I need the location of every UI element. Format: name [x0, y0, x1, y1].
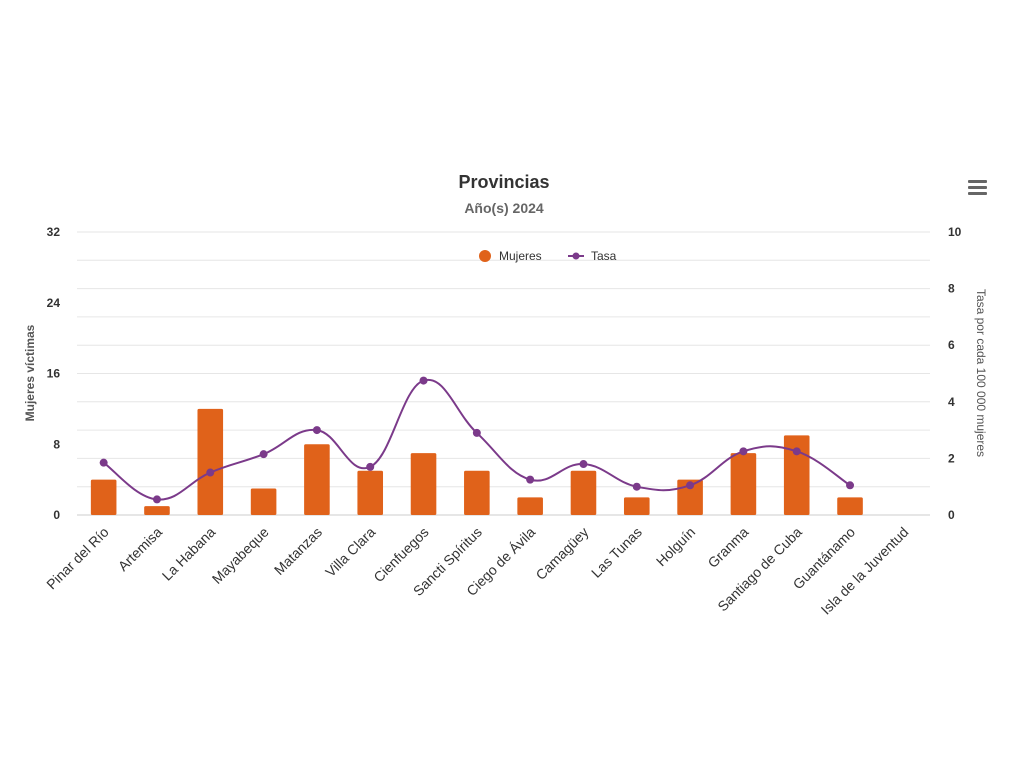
- y-tick-label-right: 8: [948, 282, 955, 296]
- bar[interactable]: [730, 453, 757, 515]
- bar[interactable]: [144, 506, 170, 515]
- bar[interactable]: [570, 470, 597, 515]
- y-tick-label-right: 6: [948, 338, 955, 352]
- bar[interactable]: [464, 470, 490, 515]
- x-tick-label: Mayabeque: [209, 524, 272, 587]
- line-point[interactable]: [526, 475, 535, 484]
- legend-marker-mujeres: [479, 250, 491, 262]
- line-point[interactable]: [259, 450, 268, 459]
- line-point[interactable]: [686, 481, 695, 490]
- line-point[interactable]: [366, 462, 375, 471]
- line-point[interactable]: [846, 481, 855, 490]
- line-point[interactable]: [152, 495, 161, 504]
- legend: Mujeres Tasa: [479, 249, 617, 263]
- legend-item-mujeres[interactable]: Mujeres: [479, 249, 542, 263]
- line-point[interactable]: [579, 460, 588, 469]
- bar[interactable]: [197, 408, 224, 515]
- chart-title: Provincias: [458, 172, 549, 192]
- bar[interactable]: [517, 497, 543, 515]
- line-point[interactable]: [312, 426, 321, 435]
- bar[interactable]: [250, 488, 277, 515]
- hamburger-menu-icon[interactable]: [968, 180, 987, 195]
- line-path-tasa: [103, 378, 851, 501]
- bar[interactable]: [304, 444, 330, 515]
- y-tick-label-right: 0: [948, 508, 955, 522]
- line-point[interactable]: [472, 428, 481, 437]
- legend-item-tasa[interactable]: Tasa: [568, 249, 617, 263]
- line-point[interactable]: [99, 458, 108, 467]
- y-tick-label-left: 0: [53, 508, 60, 522]
- y-tick-label-left: 16: [47, 367, 61, 381]
- y-axis-right-title: Tasa por cada 100 000 mujeres: [974, 289, 988, 457]
- chart-subtitle: Año(s) 2024: [464, 200, 544, 216]
- y-tick-label-right: 4: [948, 395, 955, 409]
- x-tick-label: Pinar del Río: [43, 524, 112, 593]
- y-axis-right-ticks: 0 2 4 6 8 10: [948, 225, 962, 522]
- x-tick-label: Villa Clara: [322, 524, 378, 580]
- y-tick-label-right: 10: [948, 225, 962, 239]
- x-tick-label: Camagüey: [532, 524, 591, 583]
- bar[interactable]: [357, 470, 384, 515]
- line-point[interactable]: [206, 468, 215, 477]
- bar[interactable]: [410, 453, 437, 515]
- legend-label-mujeres: Mujeres: [499, 249, 542, 263]
- y-axis-left-title: Mujeres víctimas: [23, 324, 37, 421]
- bar[interactable]: [837, 497, 863, 515]
- y-tick-label-left: 24: [47, 296, 61, 310]
- x-tick-label: Artemisa: [115, 524, 166, 575]
- y-tick-label-left: 32: [47, 225, 61, 239]
- line-point[interactable]: [792, 447, 801, 456]
- x-tick-label: Matanzas: [271, 524, 325, 578]
- legend-marker-tasa: [572, 252, 580, 260]
- bar[interactable]: [623, 497, 650, 515]
- x-tick-label: Granma: [704, 524, 751, 571]
- y-tick-label-right: 2: [948, 451, 955, 465]
- x-tick-label: Las Tunas: [588, 524, 645, 581]
- y-axis-left-ticks: 0 8 16 24 32: [47, 225, 61, 522]
- line-point[interactable]: [419, 376, 428, 385]
- bar[interactable]: [90, 479, 117, 515]
- legend-label-tasa: Tasa: [591, 249, 617, 263]
- bar[interactable]: [783, 435, 810, 515]
- line-point[interactable]: [739, 447, 748, 456]
- bar[interactable]: [677, 479, 703, 515]
- bar-series-mujeres: [90, 408, 863, 515]
- line-series-tasa: [99, 376, 855, 504]
- line-point[interactable]: [632, 482, 641, 491]
- y-tick-label-left: 8: [53, 437, 60, 451]
- x-tick-label: Holguín: [653, 524, 698, 569]
